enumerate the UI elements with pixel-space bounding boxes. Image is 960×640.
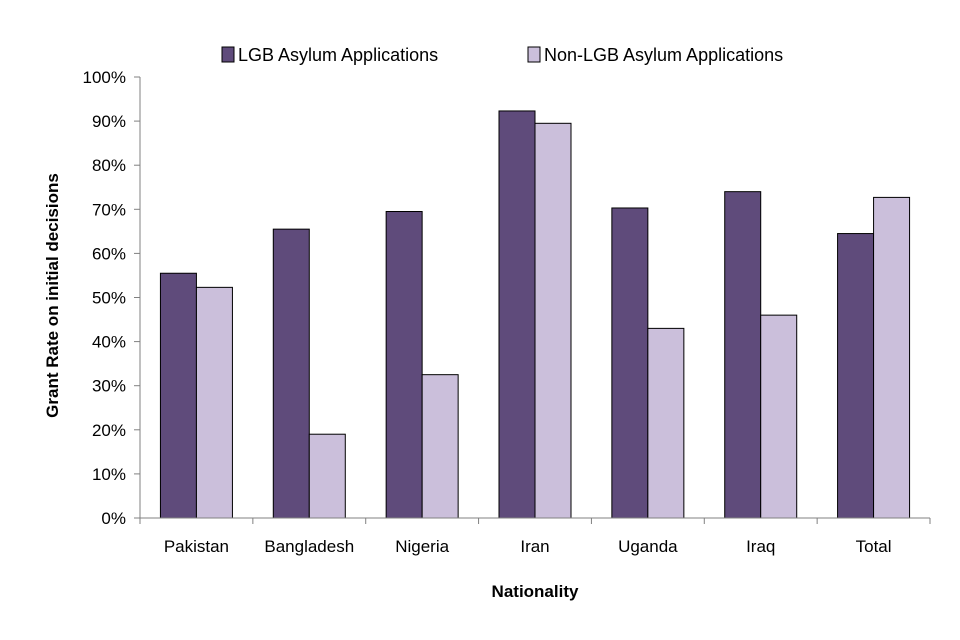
y-tick-label: 30%	[92, 377, 126, 396]
bar-pakistan-series-2	[195, 286, 233, 519]
y-tick-label: 20%	[92, 421, 126, 440]
y-axis: 0% 10% 20% 30% 40% 50% 60% 70% 80% 90% 100%	[83, 68, 141, 528]
x-tick-label: Nigeria	[395, 537, 449, 556]
bar-iraq-series-1	[724, 191, 762, 519]
x-tick-label: Total	[856, 537, 892, 556]
y-tick-label: 80%	[92, 156, 126, 175]
x-tick-label: Bangladesh	[264, 537, 354, 556]
y-tick-label: 10%	[92, 465, 126, 484]
y-tick-label: 100%	[83, 68, 126, 87]
x-tick-label: Pakistan	[164, 537, 229, 556]
y-axis-title: Grant Rate on initial decisions	[43, 173, 62, 418]
bars	[159, 110, 911, 519]
legend-label-1: LGB Asylum Applications	[238, 45, 438, 65]
bar-iran-series-1	[498, 110, 536, 519]
y-tick-label: 60%	[92, 244, 126, 263]
bar-uganda-series-1	[611, 207, 649, 519]
legend: LGB Asylum Applications Non-LGB Asylum Ap…	[221, 45, 783, 65]
x-tick-label: Iraq	[746, 537, 775, 556]
bar-pakistan-series-1	[159, 272, 197, 519]
bar-nigeria-series-1	[385, 211, 423, 519]
legend-label-2: Non-LGB Asylum Applications	[544, 45, 783, 65]
bar-iran-series-2	[534, 122, 572, 519]
y-tick-label: 50%	[92, 289, 126, 308]
y-tick-label: 90%	[92, 112, 126, 131]
bar-total-series-1	[837, 233, 875, 519]
x-tick-label: Iran	[520, 537, 549, 556]
bar-bangladesh-series-1	[272, 228, 310, 519]
x-axis-title: Nationality	[492, 582, 579, 601]
bar-nigeria-series-2	[421, 374, 459, 519]
y-tick-label: 40%	[92, 333, 126, 352]
bar-total-series-2	[873, 196, 911, 519]
bar-uganda-series-2	[647, 327, 685, 519]
y-tick-label: 0%	[101, 509, 126, 528]
x-axis: Pakistan Bangladesh Nigeria Iran Uganda Iraq T…	[139, 517, 931, 556]
x-tick-label: Uganda	[618, 537, 678, 556]
legend-swatch-1	[221, 46, 235, 63]
bar-bangladesh-series-2	[308, 433, 346, 519]
legend-swatch-2	[527, 46, 541, 63]
y-tick-label: 70%	[92, 200, 126, 219]
bar-iraq-series-2	[760, 314, 798, 519]
